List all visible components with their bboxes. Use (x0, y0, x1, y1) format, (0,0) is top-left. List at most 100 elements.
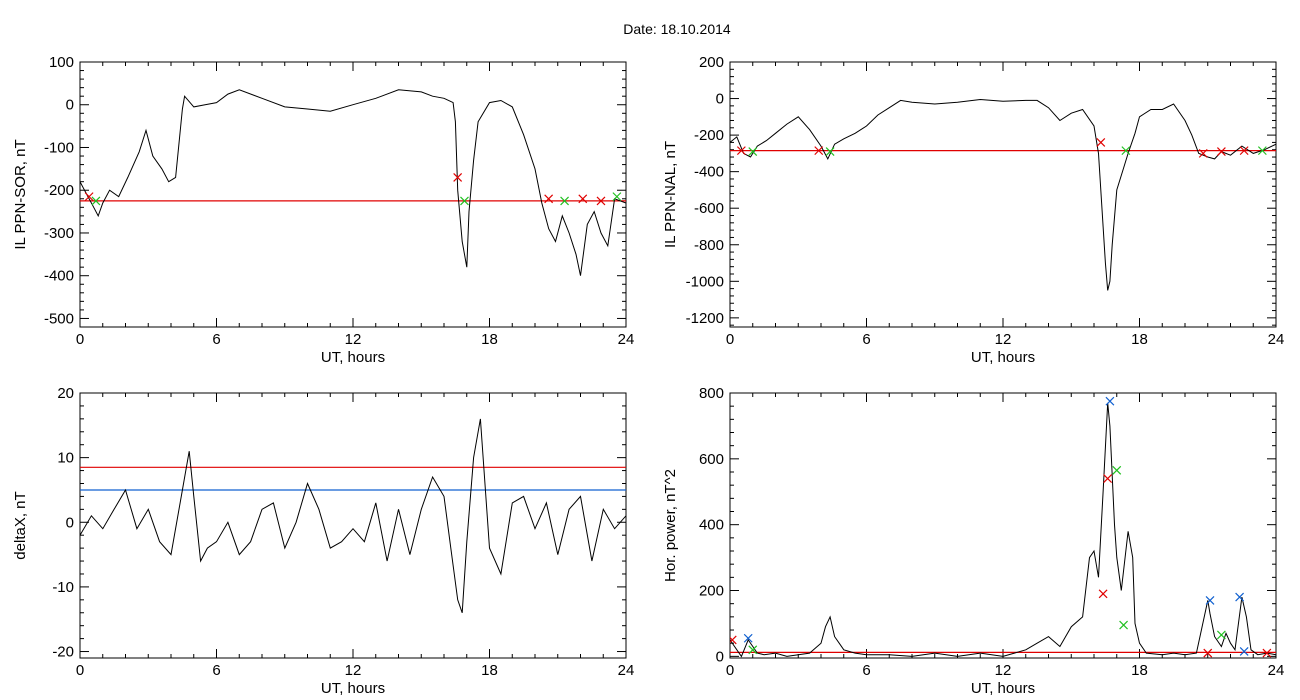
cross-marker (1112, 465, 1122, 475)
y-tick-label: -400 (44, 268, 74, 285)
x-tick-label: 24 (1268, 662, 1285, 679)
cross-marker (1216, 147, 1226, 156)
cross-marker-stroke (1216, 630, 1226, 640)
cross-marker-stroke (1257, 146, 1267, 156)
cross-marker (578, 194, 588, 204)
cross-marker (1121, 146, 1131, 156)
y-tick-label: 200 (699, 583, 724, 600)
y-tick-label: 0 (716, 648, 724, 665)
cross-marker-stroke (743, 633, 753, 643)
cross-marker-stroke (612, 192, 622, 202)
cross-marker (1257, 146, 1267, 156)
cross-marker (1235, 592, 1245, 602)
cross-marker (825, 147, 835, 156)
cross-marker (730, 635, 737, 645)
series-line (730, 98, 1276, 291)
series-line (730, 402, 1276, 658)
x-tick-label: 18 (1131, 662, 1148, 679)
cross-marker-stroke (544, 194, 554, 204)
cross-marker-stroke (1121, 146, 1131, 156)
chart-panel-p3: 0 6 12 18 24 20 10 0 -10 -20 UT, hours deltaX, nT (12, 385, 634, 697)
cross-marker-stroke (460, 196, 469, 206)
y-tick-label: 0 (66, 97, 74, 114)
y-tick-label: 10 (57, 450, 74, 467)
y-tick-label: -100 (44, 139, 74, 156)
plot-area (730, 396, 1276, 658)
y-tick-label: 0 (716, 91, 724, 108)
cross-marker-stroke (1198, 148, 1208, 158)
cross-marker (1119, 620, 1128, 630)
x-tick-label: 0 (726, 662, 734, 679)
cross-marker (1205, 595, 1215, 605)
cross-marker-stroke (1239, 646, 1249, 656)
x-tick-label: 0 (726, 331, 734, 348)
y-tick-label: -500 (44, 310, 74, 327)
cross-marker (1262, 648, 1272, 658)
y-tick-label: -200 (694, 127, 724, 144)
cross-marker (1098, 589, 1108, 599)
y-tick-label: 800 (699, 385, 724, 402)
x-axis-label: UT, hours (321, 349, 385, 366)
cross-marker (748, 147, 758, 156)
x-tick-label: 0 (76, 662, 84, 679)
cross-marker-stroke (91, 196, 101, 206)
cross-marker-stroke (825, 147, 835, 156)
x-tick-label: 18 (481, 331, 498, 348)
y-tick-label: 0 (66, 514, 74, 531)
cross-marker (743, 633, 753, 643)
y-tick-label: -600 (694, 200, 724, 217)
y-axis-label: deltaX, nT (12, 491, 29, 559)
cross-marker (748, 645, 758, 655)
cross-marker (814, 146, 824, 156)
series-line (80, 418, 626, 613)
y-axis-label: Hor. power, nT^2 (662, 469, 679, 582)
cross-marker (460, 196, 469, 206)
x-tick-label: 12 (345, 662, 362, 679)
y-tick-label: -20 (52, 644, 74, 661)
plot-area (80, 418, 626, 613)
plot-frame (729, 392, 1277, 659)
cross-marker (1203, 648, 1213, 658)
cross-marker-stroke (1262, 648, 1272, 658)
cross-marker (1198, 148, 1208, 158)
chart-panel-p2: 0 6 12 18 24 200 0 -200 -400 -600 -800 -1000 -1200 UT… (662, 54, 1284, 366)
cross-marker-stroke (1216, 147, 1226, 156)
x-tick-label: 24 (1268, 331, 1285, 348)
cross-marker (1239, 646, 1249, 656)
cross-marker-stroke (1112, 465, 1122, 475)
x-tick-label: 18 (481, 662, 498, 679)
x-axis-label: UT, hours (321, 680, 385, 697)
x-axis-label: UT, hours (971, 680, 1035, 697)
cross-marker-stroke (1239, 146, 1249, 156)
chart-panel-p1: 0 6 12 18 24 100 0 -100 -200 -300 -400 -500 UT, hour… (12, 54, 634, 366)
chart-panel-p4: 0 6 12 18 24 800 600 400 200 0 UT, hours Hor. power… (662, 385, 1284, 697)
cross-marker (1096, 137, 1106, 147)
cross-marker (1105, 396, 1115, 406)
cross-marker (453, 172, 463, 182)
cross-marker-stroke (814, 146, 824, 156)
cross-marker (91, 196, 101, 206)
y-axis-label: IL PPN-NAL, nT (662, 141, 679, 248)
cross-marker-stroke (730, 635, 737, 644)
cross-marker-stroke (1105, 396, 1115, 406)
x-tick-label: 24 (618, 662, 635, 679)
y-tick-label: 100 (49, 54, 74, 71)
y-tick-label: -10 (52, 579, 74, 596)
y-tick-label: -300 (44, 225, 74, 242)
y-tick-label: -800 (694, 237, 724, 254)
x-tick-label: 12 (345, 331, 362, 348)
cross-marker-stroke (1119, 620, 1128, 630)
plot-frame (79, 392, 627, 659)
x-tick-label: 0 (76, 331, 84, 348)
cross-marker-stroke (578, 194, 588, 204)
x-tick-label: 12 (995, 662, 1012, 679)
cross-marker (596, 196, 606, 206)
cross-marker-stroke (560, 196, 569, 206)
cross-marker-stroke (1096, 137, 1106, 147)
cross-marker-stroke (1098, 589, 1108, 599)
y-tick-label: 400 (699, 517, 724, 534)
cross-marker (544, 194, 554, 204)
plot-area (80, 89, 626, 276)
cross-marker-stroke (1205, 595, 1215, 605)
cross-marker (84, 192, 94, 202)
